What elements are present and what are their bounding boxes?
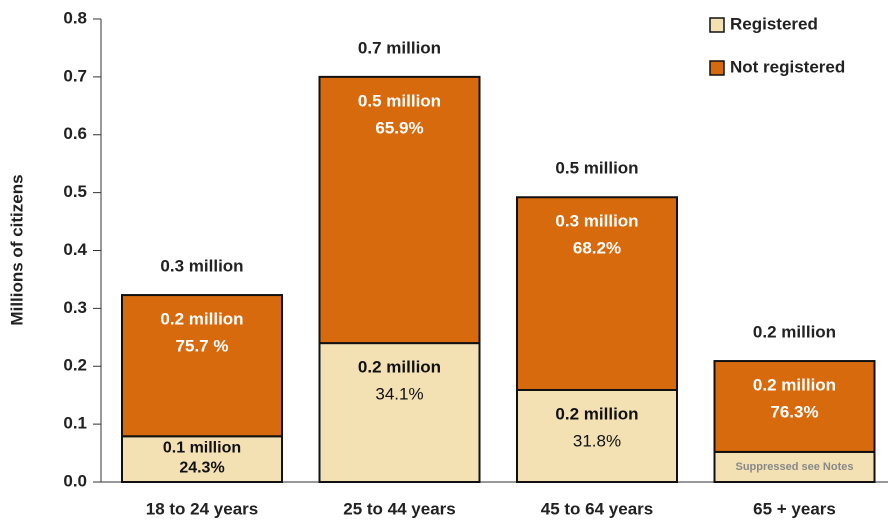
value-label: 0.2 million xyxy=(358,358,441,377)
percent-label: 76.3% xyxy=(770,403,818,422)
y-tick-label: 0.3 xyxy=(63,298,87,317)
y-axis-label: Millions of citizens xyxy=(7,174,26,325)
bar-segment xyxy=(516,388,678,484)
total-label: 0.3 million xyxy=(160,257,243,276)
legend-swatch xyxy=(709,17,725,33)
percent-label: 65.9% xyxy=(375,118,423,137)
legend-swatch xyxy=(709,60,725,76)
bar-segment xyxy=(516,196,678,391)
value-label: 0.1 million xyxy=(163,439,241,456)
total-label: 0.5 million xyxy=(555,159,638,178)
bar-segment xyxy=(121,435,283,483)
value-label: 0.2 million xyxy=(753,376,836,395)
total-label: 0.7 million xyxy=(358,38,441,57)
percent-label: 31.8% xyxy=(573,431,621,450)
y-tick-label: 0.2 xyxy=(63,356,87,375)
y-tick-label: 0.0 xyxy=(63,471,87,490)
legend-label: Registered xyxy=(730,14,818,33)
percent-label: 24.3% xyxy=(179,459,224,476)
x-tick-label: 25 to 44 years xyxy=(343,499,455,518)
y-tick-label: 0.7 xyxy=(63,66,87,85)
value-label: Suppressed see Notes xyxy=(736,461,854,473)
total-label: 0.2 million xyxy=(753,323,836,342)
value-label: 0.3 million xyxy=(555,212,638,231)
value-label: 0.5 million xyxy=(358,91,441,110)
bar-segment xyxy=(121,294,283,438)
y-tick-label: 0.6 xyxy=(63,124,87,143)
bar-segment xyxy=(318,75,481,345)
percent-label: 75.7 % xyxy=(176,337,229,356)
x-tick-label: 18 to 24 years xyxy=(146,499,258,518)
x-tick-label: 65 + years xyxy=(753,499,836,518)
value-label: 0.2 million xyxy=(555,404,638,423)
value-label: 0.2 million xyxy=(160,310,243,329)
y-tick-label: 0.5 xyxy=(63,182,87,201)
y-tick-label: 0.4 xyxy=(63,240,87,259)
y-tick-label: 0.8 xyxy=(63,8,87,27)
legend-label: Not registered xyxy=(730,57,845,76)
y-tick-label: 0.1 xyxy=(63,414,87,433)
percent-label: 68.2% xyxy=(573,239,621,258)
x-tick-label: 45 to 64 years xyxy=(541,499,653,518)
bar-segment xyxy=(318,342,481,483)
percent-label: 34.1% xyxy=(375,385,423,404)
bar-segment xyxy=(713,360,876,453)
